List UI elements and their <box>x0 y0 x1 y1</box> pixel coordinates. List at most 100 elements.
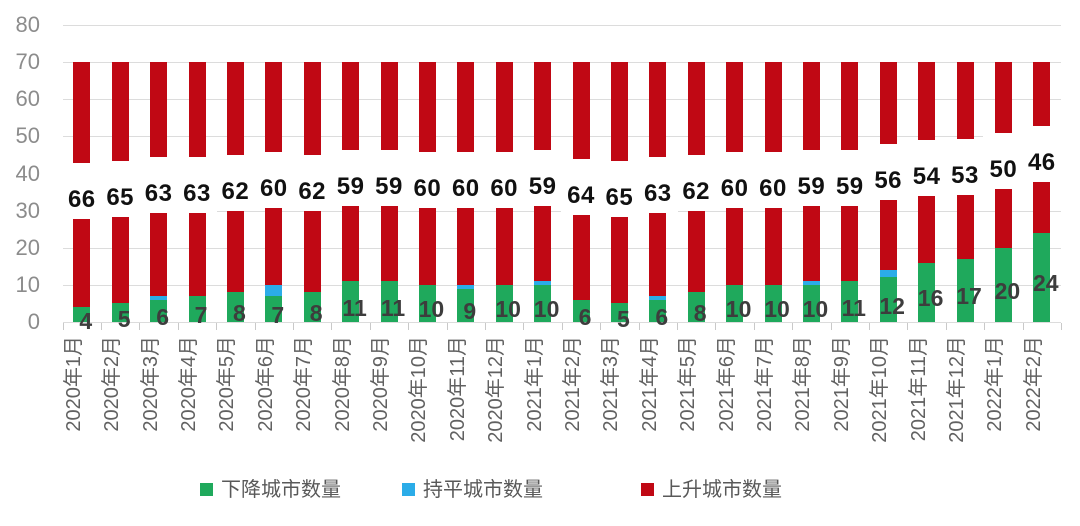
x-axis-tick <box>715 323 717 330</box>
x-axis-tick <box>177 323 179 330</box>
down-value-label: 9 <box>463 298 477 325</box>
gridline <box>62 25 1061 26</box>
bar-segment-down <box>918 262 936 322</box>
up-value-label: 66 <box>61 162 102 219</box>
x-axis-tick <box>1061 323 1062 330</box>
bar-segment-down <box>380 281 398 322</box>
y-axis-tick-label: 0 <box>27 309 40 334</box>
legend-label: 下降城市数量 <box>221 479 341 501</box>
x-axis-category-text: 2021年3月 <box>600 336 623 432</box>
bar-segment-down <box>1033 232 1051 322</box>
x-axis-tick <box>446 323 448 330</box>
down-value-label: 24 <box>1033 270 1059 297</box>
y-axis-tick-label: 80 <box>15 12 40 37</box>
bar-segment-down <box>572 299 590 322</box>
up-value-label: 63 <box>138 157 179 214</box>
bar-segment-flat <box>534 281 552 285</box>
bar-segment-down <box>418 284 436 322</box>
gridline <box>62 99 1061 101</box>
x-axis-tick <box>485 323 486 330</box>
up-value-label: 53 <box>945 138 985 195</box>
y-axis-tick-label: 60 <box>15 86 40 112</box>
down-value-label: 10 <box>533 296 560 323</box>
x-axis-category-text: 2022年1月 <box>984 336 1007 432</box>
gridline <box>62 322 1061 323</box>
x-axis-tick <box>638 323 640 330</box>
x-axis-category-text: 2021年2月 <box>562 336 584 432</box>
x-axis-tick <box>753 323 755 330</box>
down-value-label: 11 <box>380 294 406 321</box>
down-value-label: 10 <box>418 296 445 323</box>
down-value-label: 16 <box>917 285 944 312</box>
bar-segment-down <box>303 292 321 322</box>
legend-swatch-down <box>200 483 213 496</box>
bar-segment-down <box>188 296 206 322</box>
down-value-label: 5 <box>616 305 630 332</box>
x-axis-category-text: 2020年12月 <box>485 336 508 443</box>
y-axis-tick-label: 40 <box>15 160 40 186</box>
bar-segment-down <box>150 299 168 322</box>
x-axis-tick <box>293 323 294 330</box>
bar-segment-down <box>956 258 974 322</box>
x-axis-tick <box>830 323 832 330</box>
x-axis-category-text: 2020年6月 <box>254 336 277 432</box>
x-axis-tick <box>62 323 64 330</box>
down-value-label: 10 <box>764 296 790 323</box>
x-axis-category-text: 2021年1月 <box>523 336 546 432</box>
up-value-label: 60 <box>484 151 525 208</box>
gridline <box>62 62 1061 64</box>
down-value-label: 10 <box>802 296 829 323</box>
x-axis-category-text: 2021年6月 <box>715 336 738 432</box>
bar-segment-down <box>994 247 1012 322</box>
x-axis-tick <box>945 323 947 330</box>
down-value-label: 11 <box>841 294 866 321</box>
x-axis-category-text: 2020年4月 <box>178 336 200 432</box>
down-value-label: 12 <box>879 292 905 319</box>
x-axis-category-text: 2021年9月 <box>830 336 853 432</box>
bar-segment-flat <box>649 296 667 300</box>
legend-swatch-flat <box>402 483 415 496</box>
down-value-label: 4 <box>79 307 93 334</box>
x-axis-tick <box>677 323 678 330</box>
x-axis-category-text: 2021年5月 <box>677 336 700 432</box>
bar-segment-down <box>610 303 628 322</box>
up-value-label: 60 <box>753 151 793 208</box>
down-value-label: 17 <box>956 283 982 310</box>
x-axis-category-text: 2021年10月 <box>869 336 892 443</box>
legend-item: 持平城市数量 <box>402 479 543 501</box>
x-axis-category-text: 2020年7月 <box>293 336 316 432</box>
down-value-label: 11 <box>342 294 367 321</box>
bar-segment-down <box>649 299 667 322</box>
gridline <box>62 284 1061 286</box>
bar-segment-down <box>226 292 244 322</box>
bar-segment-down <box>841 281 859 322</box>
down-value-label: 8 <box>693 300 707 327</box>
x-axis-tick <box>408 323 410 330</box>
down-value-label: 10 <box>495 296 521 323</box>
x-axis-category-text: 2021年11月 <box>907 336 930 442</box>
x-axis-tick <box>216 323 218 330</box>
up-value-label: 60 <box>253 151 294 208</box>
bar-segment-down <box>342 281 360 322</box>
legend-item: 上升城市数量 <box>641 479 782 501</box>
up-value-label: 54 <box>906 140 947 197</box>
x-axis-category-text: 2020年3月 <box>139 336 162 432</box>
x-axis-tick <box>139 323 141 330</box>
gridline <box>62 136 1061 138</box>
up-value-label: 64 <box>561 158 601 215</box>
bar-segment-down <box>457 288 475 322</box>
up-value-label: 56 <box>868 144 909 201</box>
up-value-label: 63 <box>637 157 678 214</box>
down-value-label: 7 <box>271 302 285 328</box>
x-axis-tick <box>907 323 909 330</box>
legend-swatch-up <box>641 483 654 496</box>
y-axis-tick-label: 10 <box>15 271 40 297</box>
x-axis-category-text: 2020年5月 <box>216 336 239 432</box>
legend-item: 下降城市数量 <box>200 479 341 501</box>
x-axis-category-text: 2020年10月 <box>408 336 431 443</box>
down-value-label: 6 <box>156 303 169 330</box>
bar-segment-down <box>111 303 129 322</box>
bar-segment-flat <box>265 284 283 296</box>
bar-segment-down <box>802 284 820 322</box>
